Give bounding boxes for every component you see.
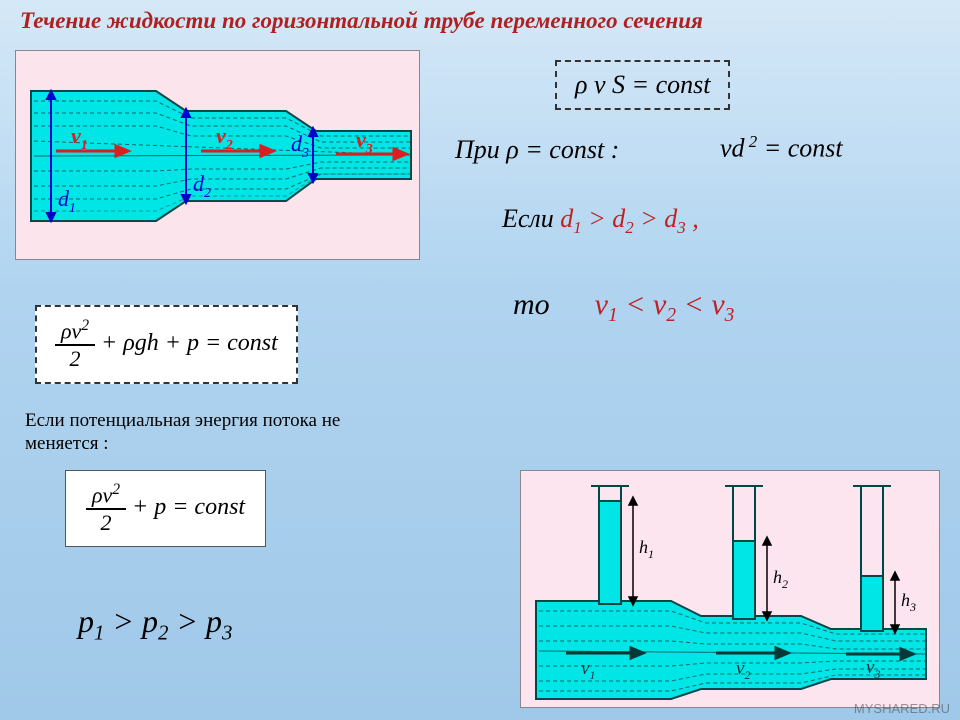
v1-sub: 1 (608, 305, 618, 326)
cond-v-rel: v1 < v2 < v3 (595, 288, 735, 321)
d-sym: d (560, 204, 573, 233)
p3s: 3 (222, 621, 232, 644)
p2s: 2 (158, 621, 168, 644)
eq-vd2: vd 2 = const (720, 132, 843, 164)
bernh-frac: ρv22 (86, 481, 126, 536)
pipe1-svg: v1 v2 v3 d1 d2 d3 (16, 51, 421, 261)
note-potential: Если потенциальная энергия потока не мен… (25, 410, 355, 456)
d-sym2: d (612, 204, 625, 233)
page-title: Течение жидкости по горизонтальной трубе… (20, 8, 703, 34)
cond-d-rel: d1 > d2 > d3 (560, 204, 692, 233)
d1-sub: 1 (573, 218, 581, 237)
watermark: MYSHARED.RU (854, 701, 950, 716)
p3: p (206, 603, 222, 639)
v-sym: v (595, 288, 608, 321)
pipe-diagram-1: v1 v2 v3 d1 d2 d3 (15, 50, 420, 260)
vd-exp: 2 (745, 132, 758, 151)
p1s: 1 (94, 621, 104, 644)
cond-v-box: то v1 < v2 < v3 (495, 280, 752, 335)
pipe2-svg: h1 h2 h3 v1 v2 v3 (521, 471, 941, 709)
svg-text:h1: h1 (639, 537, 654, 561)
bern-frac: ρv22 (55, 317, 95, 372)
v-sym2: v (653, 288, 666, 321)
p-relation: p1 > p2 > p3 (60, 595, 250, 653)
v2-sub: 2 (666, 305, 676, 326)
eq-bernoulli-full: ρv22 + ρgh + p = const (35, 305, 298, 384)
cond-d-box: Если d1 > d2 > d3 , (492, 198, 709, 244)
svg-text:h2: h2 (773, 567, 788, 591)
cond-then: то (513, 288, 550, 321)
v3-sub: 3 (725, 305, 735, 326)
eq-continuity: ρ v S = const (555, 60, 730, 110)
d3-sub: 3 (677, 218, 685, 237)
cond-comma: , (692, 204, 699, 233)
eq-continuity-text: ρ v S = const (575, 70, 710, 99)
vd-text: vd (720, 134, 745, 163)
pipe-diagram-2: h1 h2 h3 v1 v2 v3 (520, 470, 940, 708)
eq-bernoulli-horiz: ρv22 + p = const (65, 470, 266, 547)
vd-tail: = const (757, 134, 842, 163)
bern-tail: + ρgh + p = const (101, 330, 278, 356)
svg-text:h3: h3 (901, 590, 916, 614)
p1: p (78, 603, 94, 639)
bernh-tail: + p = const (132, 494, 245, 520)
v-sym3: v (711, 288, 724, 321)
cond-sp (557, 288, 587, 321)
d2-sub: 2 (625, 218, 633, 237)
p2: p (142, 603, 158, 639)
cond-if: Если (502, 204, 560, 233)
eq-rho-const: При ρ = const : (455, 135, 619, 165)
rho-const-label: При ρ = const : (455, 135, 619, 164)
d-sym3: d (664, 204, 677, 233)
